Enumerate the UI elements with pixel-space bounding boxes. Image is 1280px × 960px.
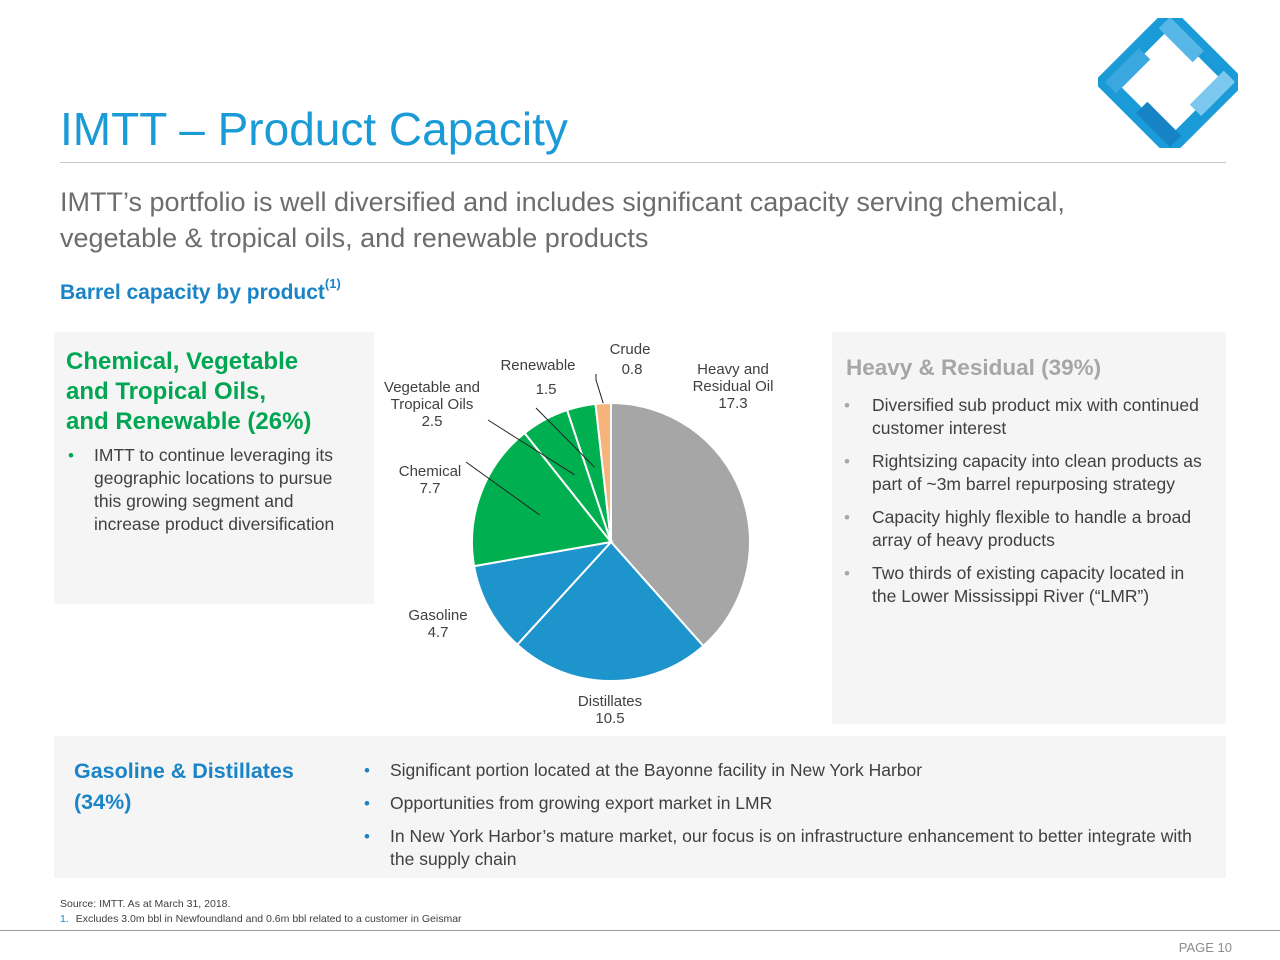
section-heading-footnote-ref: (1): [324, 276, 341, 291]
pie-slice-heavy-and-residual-oil: [610, 401, 751, 648]
list-item: • Opportunities from growing export marke…: [364, 792, 1200, 815]
pie-value-label: 7.7: [420, 480, 441, 497]
pie-label: Tropical Oils: [391, 396, 474, 413]
bullet-dot: •: [844, 396, 850, 415]
pie-label: Renewable: [500, 357, 575, 374]
bullet-dot: •: [844, 564, 850, 583]
pie-label: Residual Oil: [693, 378, 774, 395]
pie-leader-line: [487, 419, 575, 476]
heavy-bullet-text: Rightsizing capacity into clean products…: [872, 451, 1202, 494]
bullet-dot: •: [68, 446, 74, 465]
pie-value-label: 4.7: [428, 624, 449, 641]
list-item: • Capacity highly flexible to handle a br…: [844, 506, 1212, 552]
footnote-number: 1.: [60, 913, 69, 925]
company-logo: [1098, 18, 1238, 148]
gasoline-panel-heading: Gasoline & Distillates (34%): [74, 759, 294, 814]
bullet-dot: •: [844, 508, 850, 527]
pie-slice-crude: [594, 401, 612, 543]
heavy-bullet-text: Diversified sub product mix with continu…: [872, 395, 1199, 438]
heavy-bullet-text: Capacity highly flexible to handle a bro…: [872, 507, 1192, 550]
pie-label: Heavy and: [697, 361, 769, 378]
list-item: • In New York Harbor’s mature market, our…: [364, 825, 1200, 871]
gasoline-bullet-text: Significant portion located at the Bayon…: [390, 760, 923, 780]
section-heading: Barrel capacity by product(1): [60, 276, 341, 305]
list-item: • Two thirds of existing capacity located…: [844, 562, 1212, 608]
pie-value-label: 17.3: [718, 395, 747, 412]
bullet-dot: •: [364, 761, 370, 780]
chemical-panel-bullet-text: IMTT to continue leveraging its geograph…: [94, 445, 335, 534]
pie-value-label: 1.5: [536, 381, 557, 398]
bullet-dot: •: [364, 827, 370, 846]
footer-divider: [0, 930, 1280, 931]
footnote-text: Excludes 3.0m bbl in Newfoundland and 0.…: [75, 913, 462, 925]
list-item: • Diversified sub product mix with contin…: [844, 394, 1212, 440]
page-number: PAGE 10: [1178, 940, 1232, 955]
pie-value-label: 2.5: [422, 413, 443, 430]
pie-value-label: 10.5: [595, 710, 624, 727]
footnote: 1. Excludes 3.0m bbl in Newfoundland and …: [60, 913, 462, 925]
pie-slice-distillates: [515, 540, 705, 682]
heavy-panel-bullets: • Diversified sub product mix with contin…: [844, 394, 1212, 618]
pie-label: Crude: [610, 341, 651, 358]
page-subtitle: IMTT’s portfolio is well diversified and…: [60, 187, 1065, 253]
list-item: • Rightsizing capacity into clean product…: [844, 450, 1212, 496]
source-note: Source: IMTT. As at March 31, 2018.: [60, 898, 231, 910]
pie-label: Distillates: [578, 693, 642, 710]
section-heading-text: Barrel capacity by product: [60, 281, 325, 304]
gasoline-panel: [54, 736, 1226, 878]
heavy-panel: [832, 332, 1226, 724]
chemical-panel-bullet: • IMTT to continue leveraging its geogra…: [68, 444, 344, 536]
chemical-panel: [54, 332, 374, 604]
heavy-panel-heading: Heavy & Residual (39%): [846, 355, 1102, 380]
pie-value-label: 0.8: [622, 361, 643, 378]
bullet-dot: •: [844, 452, 850, 471]
title-divider: [60, 162, 1226, 163]
pie-label: Vegetable and: [384, 379, 480, 396]
pie-leader-line: [595, 374, 604, 404]
gasoline-panel-bullets: • Significant portion located at the Bayo…: [364, 759, 1200, 881]
pie-leader-line: [465, 461, 540, 516]
pie-label: Chemical: [399, 463, 462, 480]
page-title: IMTT – Product Capacity: [60, 103, 568, 155]
gasoline-bullet-text: Opportunities from growing export market…: [390, 793, 773, 813]
pie-label: Gasoline: [408, 607, 467, 624]
chemical-panel-heading: Chemical, Vegetable and Tropical Oils, a…: [66, 348, 312, 435]
heavy-bullet-text: Two thirds of existing capacity located …: [872, 563, 1185, 606]
gasoline-bullet-text: In New York Harbor’s mature market, our …: [390, 826, 1192, 869]
bullet-dot: •: [364, 794, 370, 813]
pie-slice-gasoline: [472, 540, 614, 647]
pie-leader-line: [535, 407, 595, 468]
pie-slice-chemical: [471, 431, 613, 568]
list-item: • Significant portion located at the Bayo…: [364, 759, 1200, 782]
